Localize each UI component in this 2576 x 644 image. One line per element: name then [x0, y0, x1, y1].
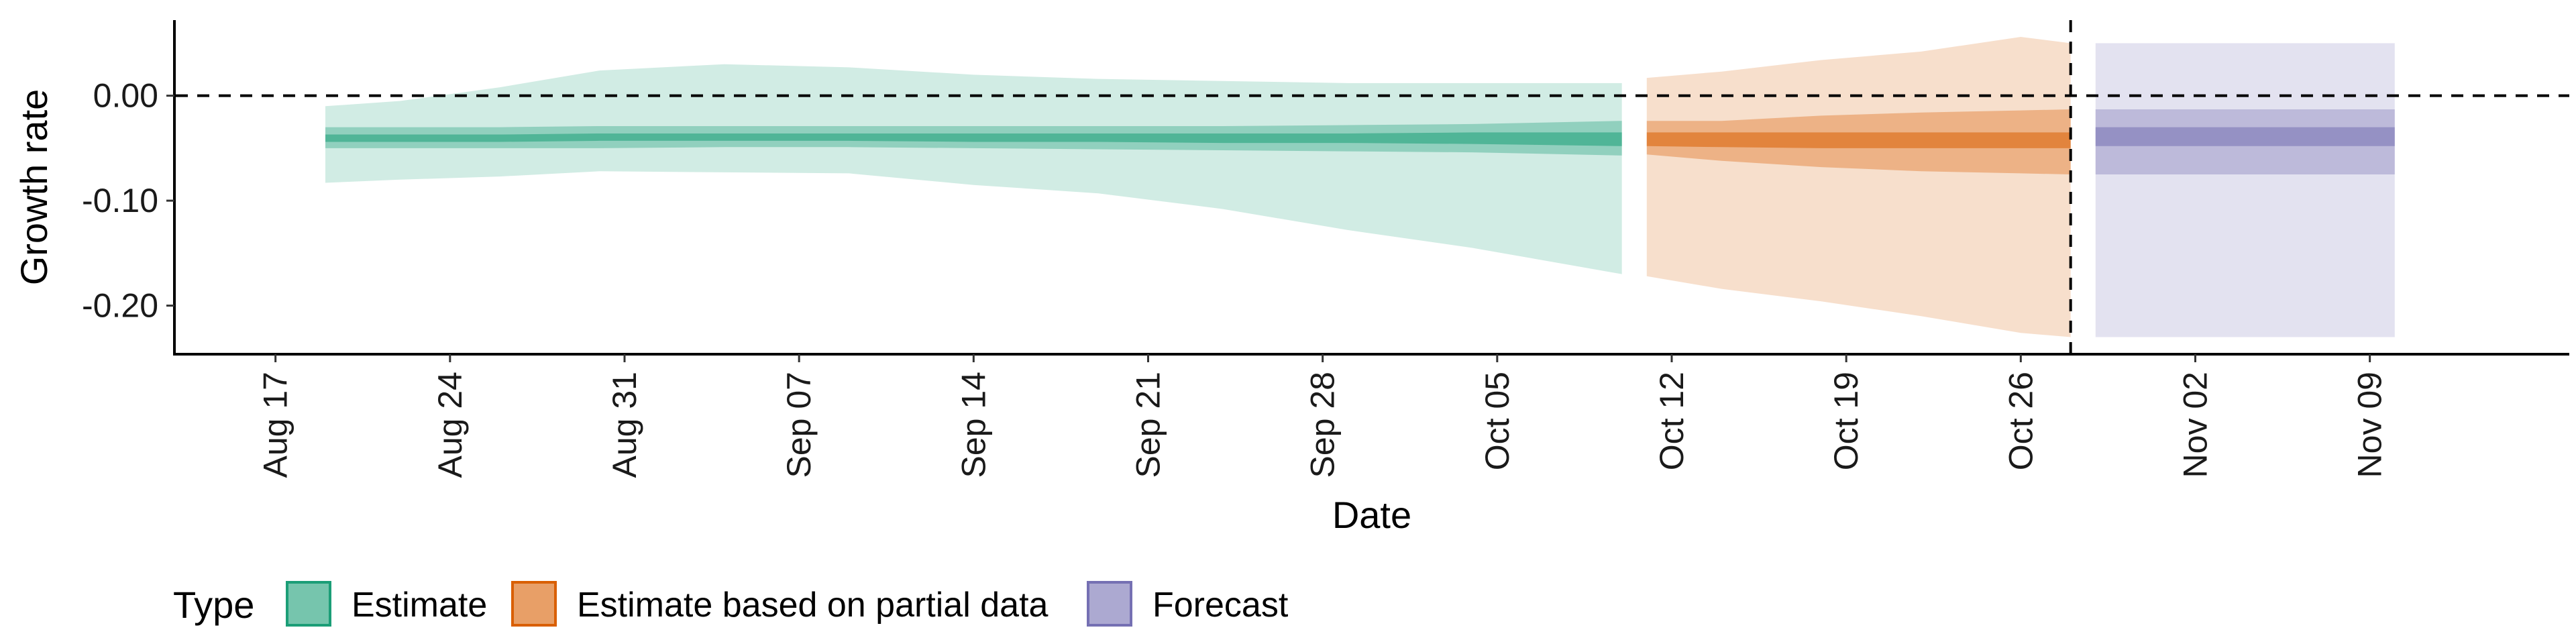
x-tick-label: Sep 14 [955, 372, 992, 478]
x-tick-label: Nov 09 [2351, 372, 2389, 478]
x-tick-label: Sep 07 [780, 372, 818, 478]
x-tick-label: Sep 21 [1130, 372, 1167, 478]
axes [173, 20, 2569, 356]
y-axis-title: Growth rate [13, 89, 55, 286]
x-tick-label: Oct 26 [2002, 372, 2039, 470]
estimate-band-outer [325, 64, 1622, 274]
estimate-based-on-partial-data-legend-key [511, 581, 557, 627]
x-tick-label: Aug 24 [431, 372, 469, 478]
estimate-based-on-partial-data-band-inner [1646, 132, 2071, 148]
legend: Type Estimate Estimate based on partial d… [173, 581, 1289, 627]
estimate-legend-label: Estimate [352, 586, 487, 625]
estimate-based-on-partial-data-legend-label: Estimate based on partial data [577, 586, 1049, 625]
estimate-based-on-partial-data-band-outer [1646, 37, 2071, 337]
x-tick-label: Aug 17 [257, 372, 294, 478]
legend-title: Type [173, 584, 254, 626]
forecast-band-outer [2095, 43, 2395, 337]
y-tick-label: 0.00 [93, 77, 158, 115]
x-axis-title: Date [1332, 494, 1411, 536]
x-tick-label: Oct 05 [1479, 372, 1516, 470]
x-tick-label: Sep 28 [1304, 372, 1342, 478]
estimate-band-inner [325, 132, 1622, 146]
x-ticks: Aug 17 Aug 24 Aug 31 Sep 07 Sep 14 Sep 21 Sep … [257, 354, 2389, 478]
x-tick-label: Oct 19 [1827, 372, 1865, 470]
forecast-band-inner [2095, 127, 2395, 146]
y-tick-label: -0.20 [82, 287, 158, 325]
y-ticks: 0.00 -0.10 -0.20 [82, 77, 174, 325]
plot-bands [325, 37, 2395, 337]
forecast-legend-label: Forecast [1152, 586, 1289, 625]
forecast-legend-key [1087, 581, 1132, 627]
x-tick-label: Aug 31 [606, 372, 643, 478]
estimate-legend-key [286, 581, 331, 627]
y-tick-label: -0.10 [82, 182, 158, 219]
x-tick-label: Oct 12 [1653, 372, 1690, 470]
x-tick-label: Nov 02 [2177, 372, 2214, 478]
